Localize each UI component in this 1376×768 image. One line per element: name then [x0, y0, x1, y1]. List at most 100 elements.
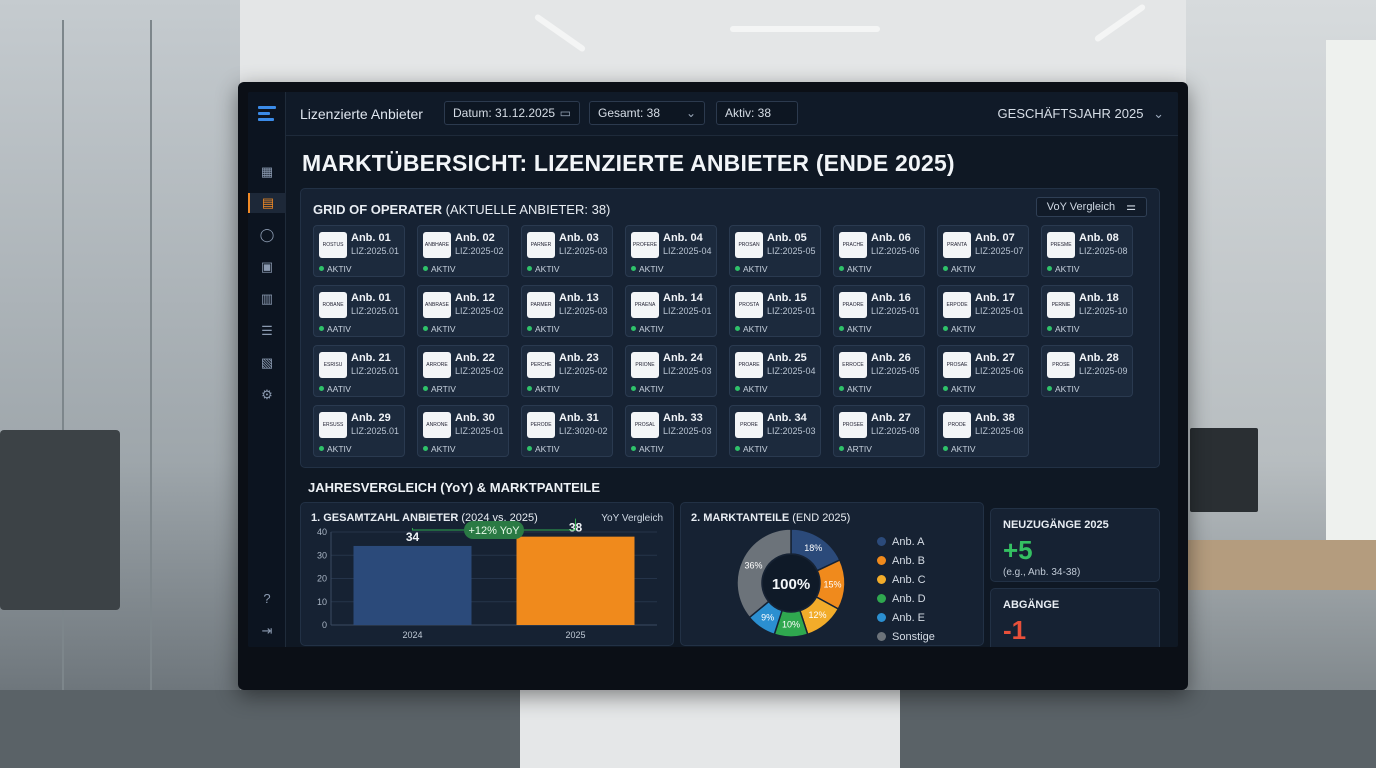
clipboard-icon[interactable]: ▧	[260, 355, 274, 370]
operator-logo: PROSAN	[735, 232, 763, 258]
filter-icon: ⚌	[1126, 201, 1136, 213]
operator-logo: PARMER	[527, 292, 555, 318]
gear-icon[interactable]: ⚙	[261, 387, 273, 402]
operator-tile[interactable]: ARRORE Anb. 22 LIZ:2025-02 ARTIV	[417, 345, 509, 397]
operator-tile[interactable]: PRAORE Anb. 16 LIZ:2025-01 AKTIV	[833, 285, 925, 337]
logout-icon[interactable]: ⇥	[261, 623, 273, 638]
operator-tile[interactable]: PROSE Anb. 28 LIZ:2025-09 AKTIV	[1041, 345, 1133, 397]
operator-name: Anb. 24	[663, 352, 703, 364]
date-picker[interactable]: Datum: 31.12.2025 ▭	[444, 101, 580, 125]
operator-logo: ROBANE	[319, 292, 347, 318]
license-number: LIZ:2025-08	[975, 426, 1024, 436]
operator-name: Anb. 34	[767, 412, 807, 424]
background-table	[1188, 540, 1376, 590]
help-icon[interactable]: ?	[263, 591, 271, 606]
operator-logo: ANBRASE	[423, 292, 451, 318]
operator-logo: PRIONE	[631, 352, 659, 378]
report-icon[interactable]: ▣	[260, 259, 274, 274]
operator-tile[interactable]: ERPODE Anb. 17 LIZ:2025-01 AKTIV	[937, 285, 1029, 337]
legend-label: Anb. E	[892, 612, 926, 624]
operator-logo: ERROCE	[839, 352, 867, 378]
license-number: LIZ:2025-04	[663, 246, 712, 256]
operator-tile[interactable]: PRORE Anb. 34 LIZ:2025-03 AKTIV	[729, 405, 821, 457]
operator-tile[interactable]: PRODE Anb. 38 LIZ:2025-08 AKTIV	[937, 405, 1029, 457]
operator-tile[interactable]: PARNER Anb. 03 LIZ:2025-03 AKTIV	[521, 225, 613, 277]
operator-name: Anb. 15	[767, 292, 807, 304]
status-badge: AATIV	[319, 324, 351, 334]
legend-swatch	[877, 613, 886, 622]
total-dropdown[interactable]: Gesamt: 38 ⌄	[589, 101, 705, 125]
operator-name: Anb. 07	[975, 232, 1015, 244]
operator-tile[interactable]: PRAENA Anb. 14 LIZ:2025-01 AKTIV	[625, 285, 717, 337]
operator-logo: ROSTUS	[319, 232, 347, 258]
market-share-card: 2. MARKTANTEILE (END 2025) 18% 15% 12% 10% 9…	[680, 502, 984, 646]
license-number: LIZ:2025-01	[975, 306, 1024, 316]
y-tick-label: 10	[317, 597, 327, 607]
status-badge: AKTIV	[631, 444, 664, 454]
operator-tile[interactable]: PERCHE Anb. 23 LIZ:2025-02 AKTIV	[521, 345, 613, 397]
legend-label: Anb. B	[892, 555, 926, 567]
operator-tile[interactable]: ROSTUS Anb. 01 LIZ:2025.01 AKTIV	[313, 225, 405, 277]
active-count: Aktiv: 38	[716, 101, 798, 125]
operator-name: Anb. 25	[767, 352, 807, 364]
operator-tile[interactable]: ESRISU Anb. 21 LIZ:2025.01 AATIV	[313, 345, 405, 397]
operator-name: Anb. 04	[663, 232, 703, 244]
license-number: LIZ:2025-06	[871, 246, 920, 256]
license-number: LIZ:2025-09	[1079, 366, 1128, 376]
operator-tile[interactable]: ROBANE Anb. 01 LIZ:2025.01 AATIV	[313, 285, 405, 337]
operator-tile[interactable]: PRESME Anb. 08 LIZ:2025-08 AKTIV	[1041, 225, 1133, 277]
operator-logo: ESRISU	[319, 352, 347, 378]
operator-tile[interactable]: ANBRASE Anb. 12 LIZ:2025-02 AKTIV	[417, 285, 509, 337]
operator-tile[interactable]: PROSAE Anb. 27 LIZ:2025-06 AKTIV	[937, 345, 1029, 397]
app-title: Lizenzierte Anbieter	[300, 106, 423, 122]
operator-tile[interactable]: PERODE Anb. 31 LIZ:3020-02 AKTIV	[521, 405, 613, 457]
license-number: LIZ:2025.01	[351, 246, 400, 256]
operator-logo: PROSAL	[631, 412, 659, 438]
pie-card-title: 2. MARKTANTEILE (END 2025)	[691, 512, 851, 524]
operator-tile[interactable]: ANBHARE Anb. 02 LIZ:2025-02 AKTIV	[417, 225, 509, 277]
dashboard-icon[interactable]: ▤	[248, 193, 286, 213]
operator-tile[interactable]: PRIONE Anb. 24 LIZ:2025-03 AKTIV	[625, 345, 717, 397]
operator-name: Anb. 17	[975, 292, 1015, 304]
operator-tile[interactable]: ERSUSS Anb. 29 LIZ:2025.01 AKTIV	[313, 405, 405, 457]
database-icon[interactable]: ☰	[261, 323, 273, 338]
status-badge: AKTIV	[527, 264, 560, 274]
status-badge: AKTIV	[735, 444, 768, 454]
chevron-down-icon: ⌄	[685, 106, 696, 120]
operator-name: Anb. 02	[455, 232, 495, 244]
bar-chart-icon[interactable]: ▥	[260, 291, 274, 306]
operator-name: Anb. 14	[663, 292, 703, 304]
exits-card: ABGÄNGE -1	[990, 588, 1160, 647]
license-number: LIZ:2025-03	[559, 306, 608, 316]
status-badge: AKTIV	[1047, 264, 1080, 274]
new-entries-card: NEUZUGÄNGE 2025 +5 (e.g., Anb. 34-38)	[990, 508, 1160, 582]
operator-tile[interactable]: PERNIE Anb. 18 LIZ:2025-10 AKTIV	[1041, 285, 1133, 337]
user-icon[interactable]: ◯	[259, 227, 275, 242]
pie-slice-label: 15%	[823, 579, 841, 589]
operator-logo: ERPODE	[943, 292, 971, 318]
bar	[516, 536, 635, 625]
yoy-compare-button[interactable]: VoY Vergleich ⚌	[1035, 197, 1147, 217]
operator-tile[interactable]: PROFERE Anb. 04 LIZ:2025-04 AKTIV	[625, 225, 717, 277]
operator-tile[interactable]: PROSAL Anb. 33 LIZ:2025-03 AKTIV	[625, 405, 717, 457]
operator-tile[interactable]: PROSEE Anb. 27 LIZ:2025-08 ARTIV	[833, 405, 925, 457]
license-number: LIZ:2025.01	[351, 426, 400, 436]
legend-label: Anb. A	[892, 536, 925, 548]
status-badge: AKTIV	[943, 444, 976, 454]
operator-tile[interactable]: PROSTA Anb. 15 LIZ:2025-01 AKTIV	[729, 285, 821, 337]
grid-icon[interactable]: ▦	[260, 164, 274, 179]
operator-tile[interactable]: ERROCE Anb. 26 LIZ:2025-05 AKTIV	[833, 345, 925, 397]
operator-tile[interactable]: PROSAN Anb. 05 LIZ:2025-05 AKTIV	[729, 225, 821, 277]
legend-item: Anb. D	[877, 590, 935, 609]
legend-item: Anb. B	[877, 552, 935, 571]
bar-card-yoy-label: YoY Vergleich	[601, 513, 663, 524]
operator-tile[interactable]: PARMER Anb. 13 LIZ:2025-03 AKTIV	[521, 285, 613, 337]
operator-tile[interactable]: PRACHE Anb. 06 LIZ:2025-06 AKTIV	[833, 225, 925, 277]
fiscal-year-selector[interactable]: GESCHÄFTSJAHR 2025 ⌄	[998, 106, 1164, 122]
operator-tile[interactable]: PROARE Anb. 25 LIZ:2025-04 AKTIV	[729, 345, 821, 397]
operator-tile[interactable]: ANRONE Anb. 30 LIZ:2025-01 AKTIV	[417, 405, 509, 457]
page-title: MARKTÜBERSICHT: LIZENZIERTE ANBIETER (EN…	[302, 150, 955, 176]
operator-tile[interactable]: PRANTA Anb. 07 LIZ:2025-07 AKTIV	[937, 225, 1029, 277]
donut-center-label: 100%	[772, 576, 810, 593]
